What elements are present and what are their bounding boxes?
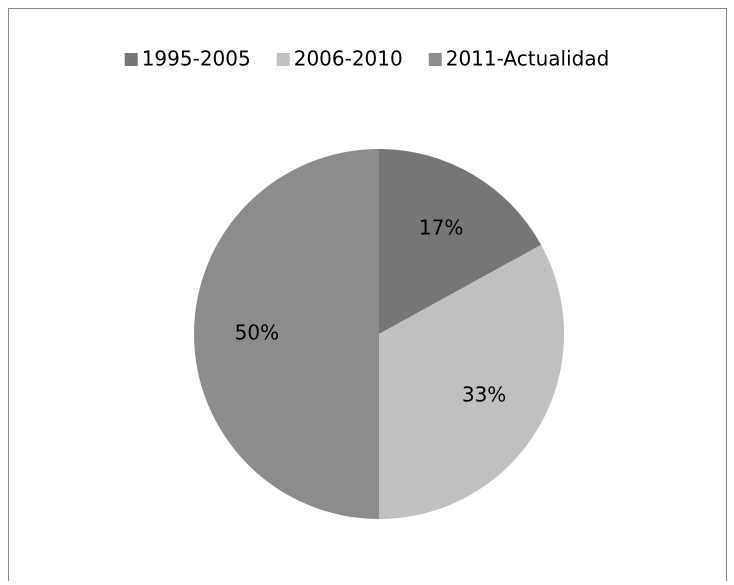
pie-slice [194,149,379,519]
legend-swatch [276,53,290,66]
legend-swatch [428,53,442,66]
legend-label: 2006-2010 [294,47,403,71]
data-label: 17% [419,215,463,239]
legend-label: 2011-Actualidad [446,47,610,71]
legend-label: 1995-2005 [142,47,251,71]
data-label: 50% [235,321,279,345]
data-label: 33% [462,383,506,407]
pie-slice [379,244,565,520]
legend-swatch [124,53,138,66]
pie-slice [379,149,542,334]
